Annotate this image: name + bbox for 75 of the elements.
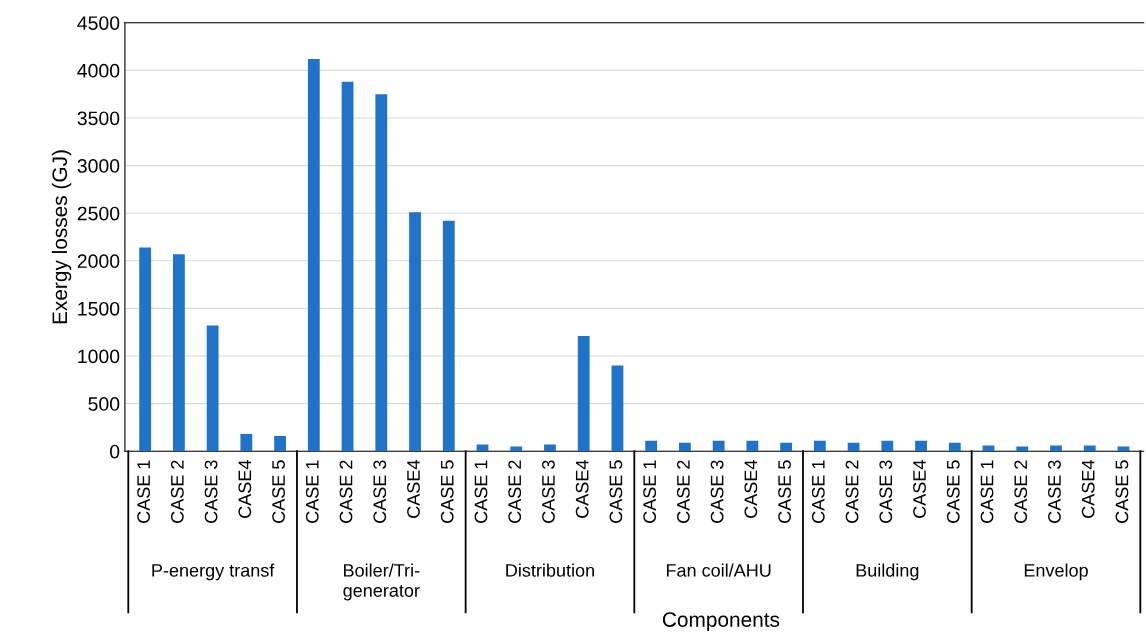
y-tick-label: 500 <box>88 397 120 411</box>
x-tick-label: CASE 3 <box>204 460 218 523</box>
bar <box>240 434 253 452</box>
x-tick-label: CASE 5 <box>778 460 791 523</box>
x-tick-label: CASE 1 <box>137 460 150 523</box>
bar <box>1016 446 1029 452</box>
text: Boiler/Tri- generator <box>343 563 420 601</box>
bar <box>948 442 961 452</box>
bar <box>1083 445 1096 452</box>
x-tick-label: CASE4 <box>407 460 420 518</box>
x-tick-label: CASE 2 <box>508 460 522 523</box>
x-tick-label: CASE4 <box>238 460 252 518</box>
bar <box>679 442 691 452</box>
y-tick-label: 1000 <box>78 349 120 364</box>
x-tick-label: CASE4 <box>575 460 589 518</box>
y-axis-title: Exergy losses (GJ) <box>51 150 72 324</box>
x-tick-label: CASE4 <box>744 460 758 518</box>
x-tick-label: CASE 2 <box>676 460 690 523</box>
bar <box>442 220 455 452</box>
bar <box>813 440 826 452</box>
bar <box>1050 445 1062 452</box>
x-tick-label: CASE 1 <box>980 460 994 523</box>
bar <box>577 336 590 452</box>
x-tick-label: CASE 1 <box>811 460 825 523</box>
bar <box>915 440 927 452</box>
bar <box>409 212 421 452</box>
bar <box>1117 446 1130 452</box>
y-tick-label: 2000 <box>77 254 120 269</box>
bar <box>544 444 556 452</box>
text: Distribution <box>506 563 594 577</box>
bar <box>172 254 185 452</box>
y-tick-label: 3000 <box>77 159 120 173</box>
y-tick-label: 3500 <box>77 111 120 126</box>
bar <box>510 446 523 452</box>
x-tick-label: CASE4 <box>913 460 926 518</box>
x-tick-label: CASE 2 <box>845 460 859 523</box>
x-tick-label: CASE 3 <box>1048 460 1061 523</box>
text: P-energy transf <box>152 563 275 581</box>
text: Envelop <box>1024 563 1088 581</box>
bar <box>206 325 219 452</box>
x-axis-title: Components <box>662 612 780 632</box>
text: Fan coil/AHU <box>666 563 771 577</box>
x-tick-label: CASE 1 <box>305 460 319 523</box>
bar <box>139 247 152 452</box>
y-tick-label: 2500 <box>77 206 120 221</box>
x-tick-label: CASE 5 <box>1115 460 1129 523</box>
x-tick-label: CASE 1 <box>474 460 488 523</box>
x-tick-label: CASE 2 <box>170 460 184 523</box>
bar <box>645 440 658 452</box>
bar <box>780 442 793 452</box>
x-tick-label: CASE 2 <box>339 460 353 523</box>
bar <box>274 436 286 452</box>
y-tick-label: 4500 <box>77 16 120 30</box>
bar <box>712 440 725 452</box>
y-tick-label: 0 <box>110 444 120 459</box>
x-tick-label: CASE 2 <box>1014 460 1028 523</box>
bar <box>341 81 354 452</box>
x-tick-label: CASE 3 <box>373 460 387 523</box>
bar <box>746 440 759 452</box>
x-tick-label: CASE 5 <box>609 460 623 523</box>
x-tick-label: CASE 5 <box>272 460 285 523</box>
x-tick-label: CASE 3 <box>710 460 724 523</box>
x-tick-label: CASE4 <box>1081 460 1095 518</box>
x-tick-label: CASE 1 <box>643 460 657 523</box>
y-tick-label: 4000 <box>77 63 120 78</box>
y-tick-label: 1500 <box>78 301 120 316</box>
x-tick-label: CASE 3 <box>879 460 893 523</box>
bar <box>881 440 894 452</box>
x-tick-label: CASE 3 <box>542 460 555 523</box>
bar <box>375 94 388 452</box>
x-tick-label: CASE 5 <box>946 460 960 523</box>
bar <box>611 365 624 452</box>
x-tick-label: CASE 5 <box>440 460 454 523</box>
text: Building <box>856 563 919 581</box>
bar <box>307 58 320 452</box>
